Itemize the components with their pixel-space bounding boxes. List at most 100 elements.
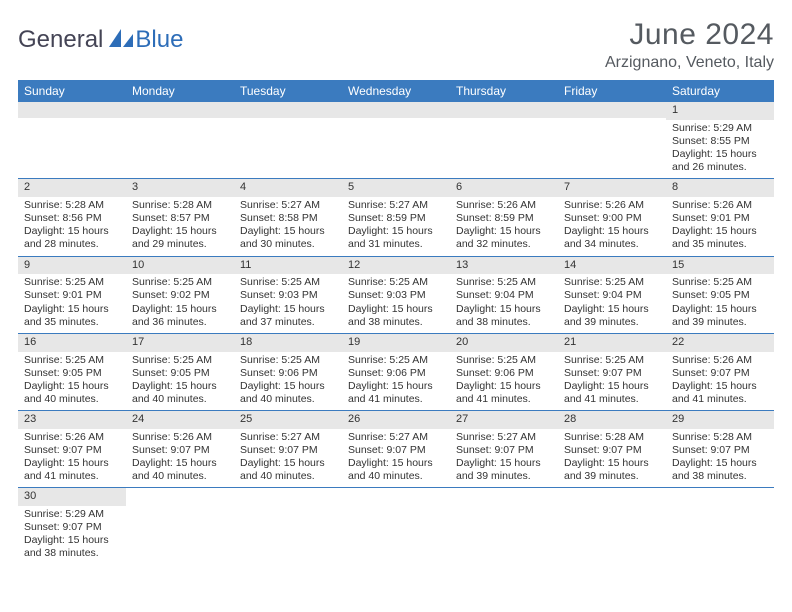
sunrise-line: Sunrise: 5:25 AM: [672, 276, 768, 289]
calendar-day-cell: 2Sunrise: 5:28 AMSunset: 8:56 PMDaylight…: [18, 179, 126, 256]
sunset-line: Sunset: 9:06 PM: [348, 367, 444, 380]
sunrise-line: Sunrise: 5:25 AM: [348, 276, 444, 289]
sunset-line: Sunset: 9:05 PM: [24, 367, 120, 380]
daylight-line-2: and 39 minutes.: [564, 316, 660, 329]
day-header: Tuesday: [234, 80, 342, 102]
daylight-line-2: and 40 minutes.: [240, 393, 336, 406]
sunset-line: Sunset: 9:05 PM: [132, 367, 228, 380]
sunset-line: Sunset: 9:06 PM: [456, 367, 552, 380]
daylight-line-1: Daylight: 15 hours: [564, 457, 660, 470]
sunrise-line: Sunrise: 5:27 AM: [348, 199, 444, 212]
daylight-line-1: Daylight: 15 hours: [132, 303, 228, 316]
day-number: [450, 102, 558, 118]
sunrise-line: Sunrise: 5:26 AM: [672, 354, 768, 367]
day-details: Sunrise: 5:25 AMSunset: 9:05 PMDaylight:…: [18, 352, 126, 411]
sunrise-line: Sunrise: 5:25 AM: [564, 354, 660, 367]
day-number: 13: [450, 257, 558, 275]
calendar-day-cell: [450, 102, 558, 179]
calendar-day-cell: 17Sunrise: 5:25 AMSunset: 9:05 PMDayligh…: [126, 333, 234, 410]
sunset-line: Sunset: 9:01 PM: [24, 289, 120, 302]
sunrise-line: Sunrise: 5:26 AM: [132, 431, 228, 444]
day-header: Thursday: [450, 80, 558, 102]
day-number: 22: [666, 334, 774, 352]
day-number: [342, 488, 450, 504]
day-header-row: Sunday Monday Tuesday Wednesday Thursday…: [18, 80, 774, 102]
sunrise-line: Sunrise: 5:28 AM: [672, 431, 768, 444]
daylight-line-1: Daylight: 15 hours: [132, 380, 228, 393]
daylight-line-1: Daylight: 15 hours: [348, 380, 444, 393]
day-header: Monday: [126, 80, 234, 102]
calendar-day-cell: 29Sunrise: 5:28 AMSunset: 9:07 PMDayligh…: [666, 411, 774, 488]
daylight-line-2: and 30 minutes.: [240, 238, 336, 251]
daylight-line-2: and 40 minutes.: [132, 393, 228, 406]
sunrise-line: Sunrise: 5:26 AM: [456, 199, 552, 212]
sunrise-line: Sunrise: 5:25 AM: [240, 276, 336, 289]
day-number: [234, 102, 342, 118]
day-number: 1: [666, 102, 774, 120]
calendar-day-cell: 11Sunrise: 5:25 AMSunset: 9:03 PMDayligh…: [234, 256, 342, 333]
daylight-line-2: and 35 minutes.: [672, 238, 768, 251]
day-details: Sunrise: 5:27 AMSunset: 8:59 PMDaylight:…: [342, 197, 450, 256]
day-details: Sunrise: 5:27 AMSunset: 8:58 PMDaylight:…: [234, 197, 342, 256]
calendar-day-cell: 14Sunrise: 5:25 AMSunset: 9:04 PMDayligh…: [558, 256, 666, 333]
daylight-line-1: Daylight: 15 hours: [24, 225, 120, 238]
daylight-line-2: and 39 minutes.: [564, 470, 660, 483]
calendar-day-cell: 27Sunrise: 5:27 AMSunset: 9:07 PMDayligh…: [450, 411, 558, 488]
day-details: Sunrise: 5:29 AMSunset: 8:55 PMDaylight:…: [666, 120, 774, 179]
day-details: Sunrise: 5:25 AMSunset: 9:06 PMDaylight:…: [342, 352, 450, 411]
calendar-day-cell: 21Sunrise: 5:25 AMSunset: 9:07 PMDayligh…: [558, 333, 666, 410]
calendar-day-cell: 18Sunrise: 5:25 AMSunset: 9:06 PMDayligh…: [234, 333, 342, 410]
day-number: [126, 102, 234, 118]
day-number: 6: [450, 179, 558, 197]
sunrise-line: Sunrise: 5:27 AM: [348, 431, 444, 444]
day-number: 4: [234, 179, 342, 197]
day-number: 20: [450, 334, 558, 352]
day-number: [558, 488, 666, 504]
day-header: Friday: [558, 80, 666, 102]
calendar-week-row: 2Sunrise: 5:28 AMSunset: 8:56 PMDaylight…: [18, 179, 774, 256]
calendar-day-cell: [558, 102, 666, 179]
calendar-day-cell: 10Sunrise: 5:25 AMSunset: 9:02 PMDayligh…: [126, 256, 234, 333]
day-number: [558, 102, 666, 118]
calendar-day-cell: 24Sunrise: 5:26 AMSunset: 9:07 PMDayligh…: [126, 411, 234, 488]
day-details: Sunrise: 5:25 AMSunset: 9:04 PMDaylight:…: [450, 274, 558, 333]
daylight-line-2: and 29 minutes.: [132, 238, 228, 251]
sunset-line: Sunset: 9:07 PM: [240, 444, 336, 457]
day-details: Sunrise: 5:27 AMSunset: 9:07 PMDaylight:…: [450, 429, 558, 488]
calendar-day-cell: 9Sunrise: 5:25 AMSunset: 9:01 PMDaylight…: [18, 256, 126, 333]
day-number: 15: [666, 257, 774, 275]
daylight-line-1: Daylight: 15 hours: [672, 457, 768, 470]
daylight-line-1: Daylight: 15 hours: [240, 380, 336, 393]
sunset-line: Sunset: 8:59 PM: [348, 212, 444, 225]
day-details: Sunrise: 5:25 AMSunset: 9:05 PMDaylight:…: [666, 274, 774, 333]
day-details: Sunrise: 5:26 AMSunset: 8:59 PMDaylight:…: [450, 197, 558, 256]
day-number: [234, 488, 342, 504]
calendar-day-cell: 5Sunrise: 5:27 AMSunset: 8:59 PMDaylight…: [342, 179, 450, 256]
calendar-day-cell: 22Sunrise: 5:26 AMSunset: 9:07 PMDayligh…: [666, 333, 774, 410]
calendar-day-cell: 25Sunrise: 5:27 AMSunset: 9:07 PMDayligh…: [234, 411, 342, 488]
daylight-line-1: Daylight: 15 hours: [456, 457, 552, 470]
daylight-line-1: Daylight: 15 hours: [24, 380, 120, 393]
daylight-line-2: and 39 minutes.: [456, 470, 552, 483]
calendar-week-row: 9Sunrise: 5:25 AMSunset: 9:01 PMDaylight…: [18, 256, 774, 333]
calendar-day-cell: 8Sunrise: 5:26 AMSunset: 9:01 PMDaylight…: [666, 179, 774, 256]
day-number: 29: [666, 411, 774, 429]
sunrise-line: Sunrise: 5:25 AM: [456, 354, 552, 367]
calendar-day-cell: [126, 102, 234, 179]
sunset-line: Sunset: 9:07 PM: [348, 444, 444, 457]
calendar-day-cell: 19Sunrise: 5:25 AMSunset: 9:06 PMDayligh…: [342, 333, 450, 410]
day-details: Sunrise: 5:28 AMSunset: 8:56 PMDaylight:…: [18, 197, 126, 256]
calendar-week-row: 16Sunrise: 5:25 AMSunset: 9:05 PMDayligh…: [18, 333, 774, 410]
daylight-line-1: Daylight: 15 hours: [564, 303, 660, 316]
sunrise-line: Sunrise: 5:26 AM: [24, 431, 120, 444]
sunrise-line: Sunrise: 5:29 AM: [24, 508, 120, 521]
daylight-line-2: and 26 minutes.: [672, 161, 768, 174]
calendar-day-cell: 12Sunrise: 5:25 AMSunset: 9:03 PMDayligh…: [342, 256, 450, 333]
sunset-line: Sunset: 9:03 PM: [240, 289, 336, 302]
daylight-line-1: Daylight: 15 hours: [240, 303, 336, 316]
daylight-line-2: and 38 minutes.: [672, 470, 768, 483]
sunset-line: Sunset: 9:07 PM: [672, 367, 768, 380]
daylight-line-1: Daylight: 15 hours: [672, 303, 768, 316]
daylight-line-1: Daylight: 15 hours: [456, 303, 552, 316]
day-details: Sunrise: 5:26 AMSunset: 9:07 PMDaylight:…: [18, 429, 126, 488]
